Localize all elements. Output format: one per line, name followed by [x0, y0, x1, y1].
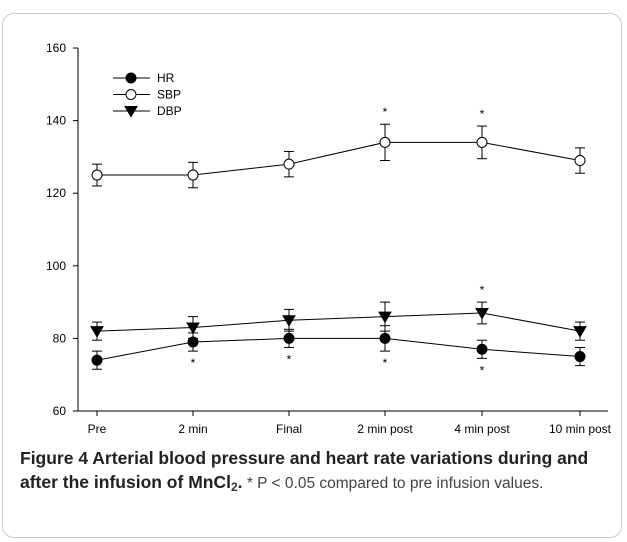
- data-point-hr: [91, 354, 103, 366]
- x-tick-label: 4 min post: [454, 422, 510, 436]
- legend-marker-sbp: [125, 89, 137, 100]
- data-point-hr: [476, 343, 488, 355]
- y-tick-label: 100: [46, 259, 66, 273]
- caption-body: * P < 0.05 compared to pre infusion valu…: [242, 475, 544, 492]
- x-tick-label: 2 min post: [357, 422, 413, 436]
- data-point-hr: [283, 332, 295, 344]
- chart: 60 80 100 120 140 160 Pre 2 min Final 2 min post 4…: [46, 41, 612, 436]
- y-tick-label: 60: [53, 404, 67, 418]
- chart-legend: HR SBP DBP: [113, 71, 182, 118]
- series-dbp: *: [90, 283, 587, 341]
- y-tick-label: 120: [46, 186, 66, 200]
- x-tick-label: 10 min post: [549, 422, 612, 436]
- x-tick-label: 2 min: [178, 422, 207, 436]
- data-point-dbp: [475, 307, 489, 320]
- series-hr: * * * *: [91, 325, 586, 377]
- data-point-sbp: [574, 155, 586, 167]
- legend-marker-hr: [125, 72, 137, 84]
- data-point-dbp: [378, 311, 392, 324]
- data-point-sbp: [187, 169, 199, 181]
- data-point-dbp: [90, 326, 104, 338]
- significance-marker-hr: *: [480, 363, 485, 377]
- figure-label: Figure 4: [20, 448, 89, 468]
- y-tick-label: 80: [53, 331, 67, 345]
- significance-marker-dbp: *: [480, 283, 485, 297]
- data-point-dbp: [186, 322, 200, 335]
- series-line-sbp: [97, 141, 581, 176]
- data-point-sbp: [379, 136, 391, 148]
- legend-label-dbp: DBP: [157, 104, 182, 118]
- significance-marker-hr: *: [383, 356, 388, 370]
- data-point-sbp: [476, 136, 488, 148]
- chart-axes: 60 80 100 120 140 160 Pre 2 min Final 2 min post 4…: [46, 41, 612, 436]
- caption-title-end: .: [237, 472, 243, 492]
- legend-label-hr: HR: [157, 71, 175, 85]
- series-line-hr: [96, 337, 581, 361]
- series-line-dbp: [96, 312, 581, 332]
- significance-marker-sbp: *: [383, 105, 388, 119]
- legend-label-sbp: SBP: [157, 88, 181, 102]
- significance-marker-hr: *: [191, 356, 196, 370]
- data-point-sbp: [283, 158, 295, 170]
- x-tick-label: Pre: [88, 422, 107, 436]
- data-point-hr: [574, 351, 586, 363]
- caption-title: Arterial blood pressure and heart rate v…: [20, 448, 589, 492]
- legend-marker-dbp: [124, 106, 138, 118]
- significance-marker-sbp: *: [480, 107, 485, 121]
- y-tick-label: 140: [46, 114, 66, 128]
- x-tick-label: Final: [276, 422, 302, 436]
- caption-subscript: 2: [230, 480, 238, 494]
- figure-panel: [2, 13, 622, 538]
- data-point-sbp: [91, 169, 103, 181]
- y-tick-label: 160: [46, 41, 66, 55]
- figure-caption: Figure 4 Arterial blood pressure and hea…: [20, 446, 610, 499]
- data-point-dbp: [282, 315, 296, 327]
- data-point-dbp: [573, 326, 587, 338]
- data-point-hr: [379, 332, 391, 344]
- series-sbp: * *: [91, 105, 586, 189]
- chart-series: * * *** **: [90, 105, 587, 377]
- significance-marker-hr: *: [287, 352, 292, 366]
